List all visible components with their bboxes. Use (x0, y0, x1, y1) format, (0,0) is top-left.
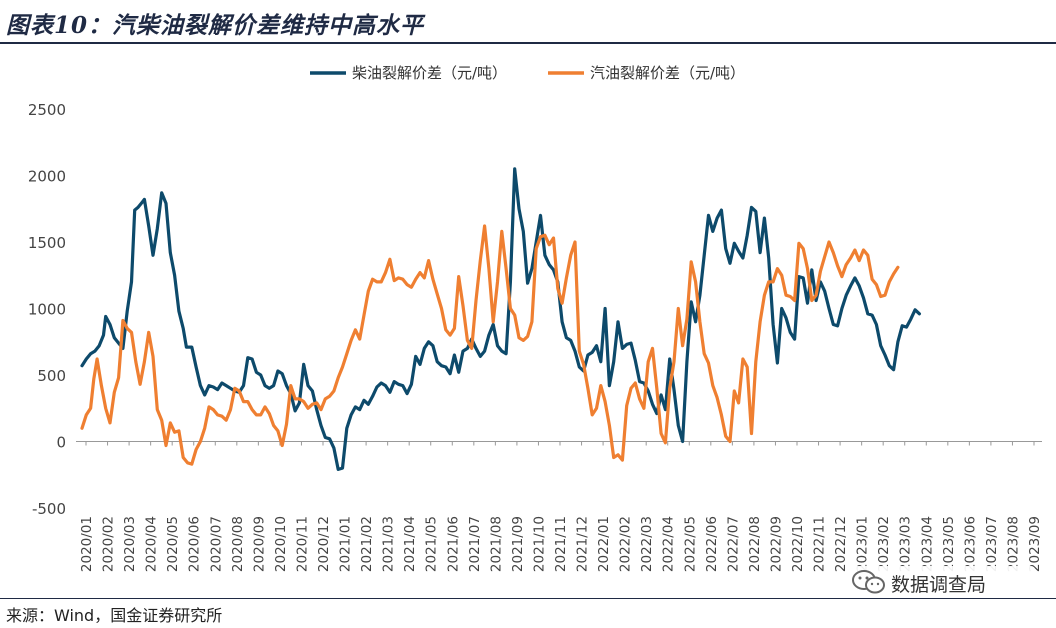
page-title: 图表10：汽柴油裂解价差维持中高水平 (6, 12, 425, 39)
series-line-gasoline (80, 224, 900, 466)
y-tick-label: -500 (32, 500, 66, 518)
x-tick-label: 2023/07 (984, 516, 1000, 572)
x-tick-label: 2020/04 (144, 516, 160, 572)
series-group (80, 167, 921, 471)
title-bar: 图表10：汽柴油裂解价差维持中高水平 (0, 0, 1056, 44)
x-tick-label: 2020/01 (79, 516, 95, 572)
y-tick-label: 1000 (28, 301, 66, 319)
x-tick-label: 2023/08 (1005, 516, 1021, 572)
x-tick-label: 2022/01 (596, 516, 612, 572)
x-tick-label: 2022/09 (768, 516, 784, 572)
x-tick-label: 2020/08 (230, 516, 246, 572)
x-tick-label: 2022/08 (747, 516, 763, 572)
x-tick-label: 2020/05 (165, 516, 181, 572)
x-tick-label: 2020/03 (122, 516, 138, 572)
x-tick-label: 2022/07 (725, 516, 741, 572)
legend-label: 汽油裂解价差（元/吨） (590, 64, 745, 82)
x-tick-label: 2020/10 (273, 516, 289, 572)
x-tick-label: 2022/10 (790, 516, 806, 572)
x-tick-label: 2021/11 (553, 516, 569, 572)
x-tick-label: 2022/11 (812, 516, 828, 572)
x-tick-label: 2021/02 (359, 516, 375, 572)
x-tick-label: 2022/04 (661, 516, 677, 572)
chart-legend: 柴油裂解价差（元/吨） 汽油裂解价差（元/吨） (310, 64, 745, 82)
x-tick-label: 2021/01 (338, 516, 354, 572)
wechat-icon (852, 570, 885, 594)
watermark: 数据调查局 (845, 566, 1035, 598)
line-chart: 柴油裂解价差（元/吨） 汽油裂解价差（元/吨） -500 0 500 1000 1500 2… (28, 64, 1043, 572)
x-tick-label: 2023/03 (898, 516, 914, 572)
x-tick-label: 2023/05 (941, 516, 957, 572)
x-tick-label: 2020/02 (101, 516, 117, 572)
x-tick-label: 2022/02 (618, 516, 634, 572)
x-tick-label: 2023/01 (855, 516, 871, 572)
source-note: 来源：Wind，国金证券研究所 (6, 606, 223, 625)
x-tick-label: 2023/02 (876, 516, 892, 572)
x-tick-label: 2021/08 (488, 516, 504, 572)
x-tick-label: 2021/05 (424, 516, 440, 572)
x-tick-label: 2020/11 (294, 516, 310, 572)
legend-label: 柴油裂解价差（元/吨） (352, 64, 507, 82)
series-line-diesel (80, 167, 921, 471)
x-tick-label: 2020/09 (251, 516, 267, 572)
title-divider (0, 42, 1056, 44)
x-axis: 2020/01 2020/02 2020/03 2020/04 2020/05 2020/… (76, 441, 1043, 572)
x-tick-label: 2020/07 (208, 516, 224, 572)
x-tick-label: 2022/05 (682, 516, 698, 572)
x-tick-label: 2022/06 (704, 516, 720, 572)
y-tick-label: 1500 (28, 234, 66, 252)
x-tick-label: 2023/09 (1027, 516, 1043, 572)
x-tick-label: 2021/04 (402, 516, 418, 572)
y-tick-label: 0 (56, 434, 66, 452)
y-tick-label: 500 (37, 367, 66, 385)
x-tick-label: 2021/12 (575, 516, 591, 572)
y-tick-label: 2500 (28, 101, 66, 119)
x-tick-label: 2023/04 (919, 516, 935, 572)
x-tick-label: 2022/03 (639, 516, 655, 572)
x-tick-label: 2021/09 (510, 516, 526, 572)
x-tick-label: 2022/12 (833, 516, 849, 572)
x-tick-label: 2021/06 (445, 516, 461, 572)
y-tick-label: 2000 (28, 168, 66, 186)
x-tick-label: 2023/06 (962, 516, 978, 572)
watermark-text: 数据调查局 (891, 574, 987, 596)
x-tick-label: 2021/03 (381, 516, 397, 572)
x-tick-label: 2021/10 (531, 516, 547, 572)
y-axis: -500 0 500 1000 1500 2000 2500 (28, 101, 66, 518)
source-divider (0, 598, 1056, 599)
x-tick-label: 2020/06 (187, 516, 203, 572)
x-tick-label: 2020/12 (316, 516, 332, 572)
x-tick-label: 2021/07 (467, 516, 483, 572)
